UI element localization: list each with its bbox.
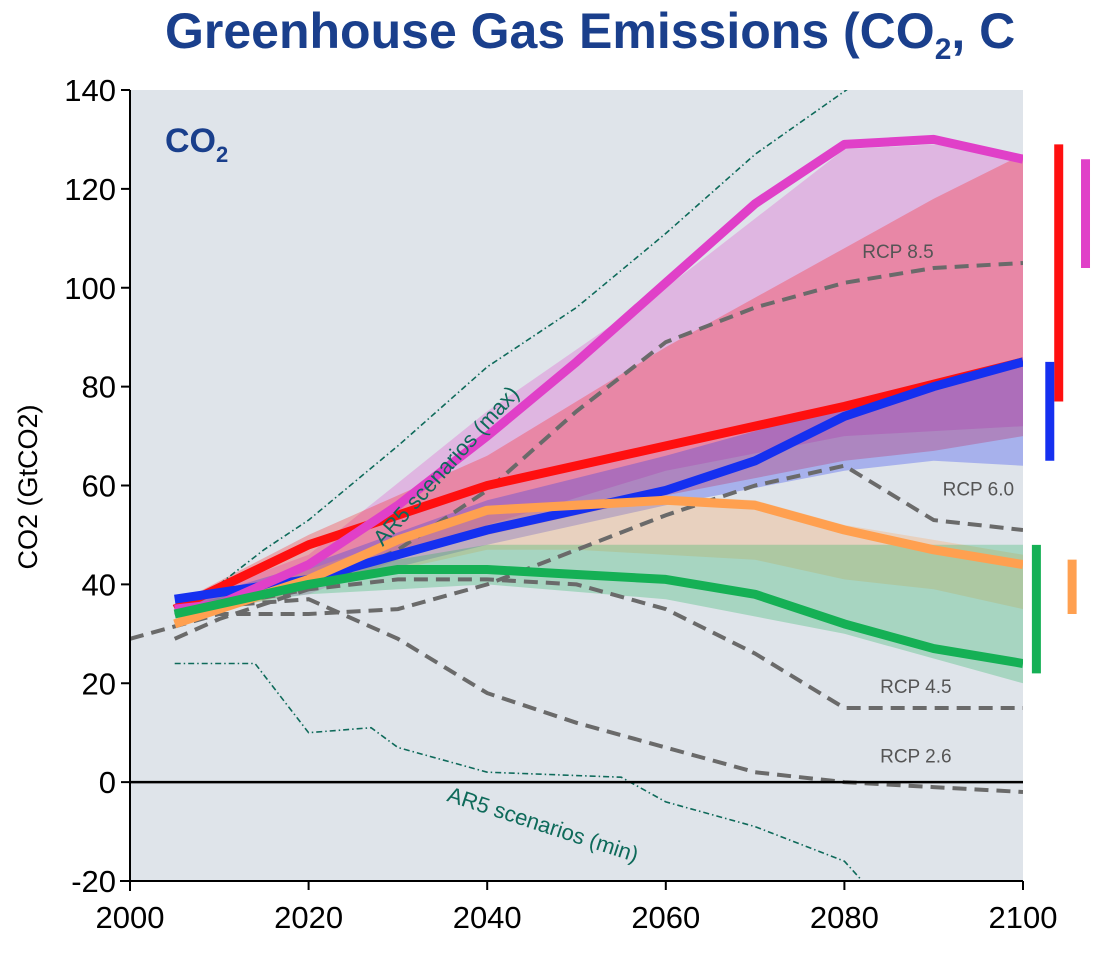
ar5-scenarios-max-line: [174, 90, 848, 615]
x-tick-label: 2000: [96, 900, 165, 935]
y-tick-label: 0: [99, 765, 116, 800]
ar5-layer: [174, 90, 863, 881]
x-tick-label: 2020: [274, 900, 343, 935]
green-uncertainty-band: [174, 544, 1023, 684]
x-tick-label: 2040: [453, 900, 522, 935]
page-title: Greenhouse Gas Emissions (CO2, C: [165, 3, 1016, 66]
red-uncertainty-band: [174, 154, 1023, 615]
magenta-uncertainty-band: [174, 144, 1023, 610]
y-tick-label: 120: [64, 172, 116, 207]
y-tick-label: 100: [64, 271, 116, 306]
y-axis-label: CO2 (GtCO2): [13, 404, 43, 569]
rcp-4-5-label: RCP 4.5: [880, 677, 951, 698]
x-tick-label: 2080: [810, 900, 879, 935]
rcp-layer: [130, 261, 1023, 794]
rcp-2-6-label: RCP 2.6: [880, 746, 951, 767]
rcp-6-0-line: [130, 463, 1023, 641]
range-bars-layer: [1031, 144, 1091, 674]
y-tick-label: 40: [82, 567, 116, 602]
y-tick-label: 140: [64, 73, 116, 108]
blue-series-line: [174, 357, 1023, 604]
rcp-6-0-label: RCP 6.0: [943, 479, 1014, 500]
y-tick-label: 80: [82, 370, 116, 405]
series-layer: [172, 134, 1023, 668]
rcp-8-5-label: RCP 8.5: [862, 242, 933, 263]
x-tick-label: 2100: [989, 900, 1058, 935]
green-series-line: [173, 565, 1023, 668]
red-series-line: [172, 357, 1023, 614]
rcp-2-6-line: [174, 597, 1023, 794]
orange-uncertainty-band: [174, 495, 1023, 624]
panel-label: CO2: [165, 122, 228, 167]
rcp-4-5-line: [174, 577, 1023, 710]
ar5-scenarios-min-line: [174, 662, 863, 881]
magenta-series-line: [174, 134, 1023, 614]
x-tick-label: 2060: [631, 900, 700, 935]
y-tick-label: 20: [82, 666, 116, 701]
rcp-8-5-line: [173, 261, 1023, 641]
y-tick-label: -20: [71, 864, 116, 899]
orange-series-line: [173, 495, 1023, 629]
y-tick-label: 60: [82, 469, 116, 504]
